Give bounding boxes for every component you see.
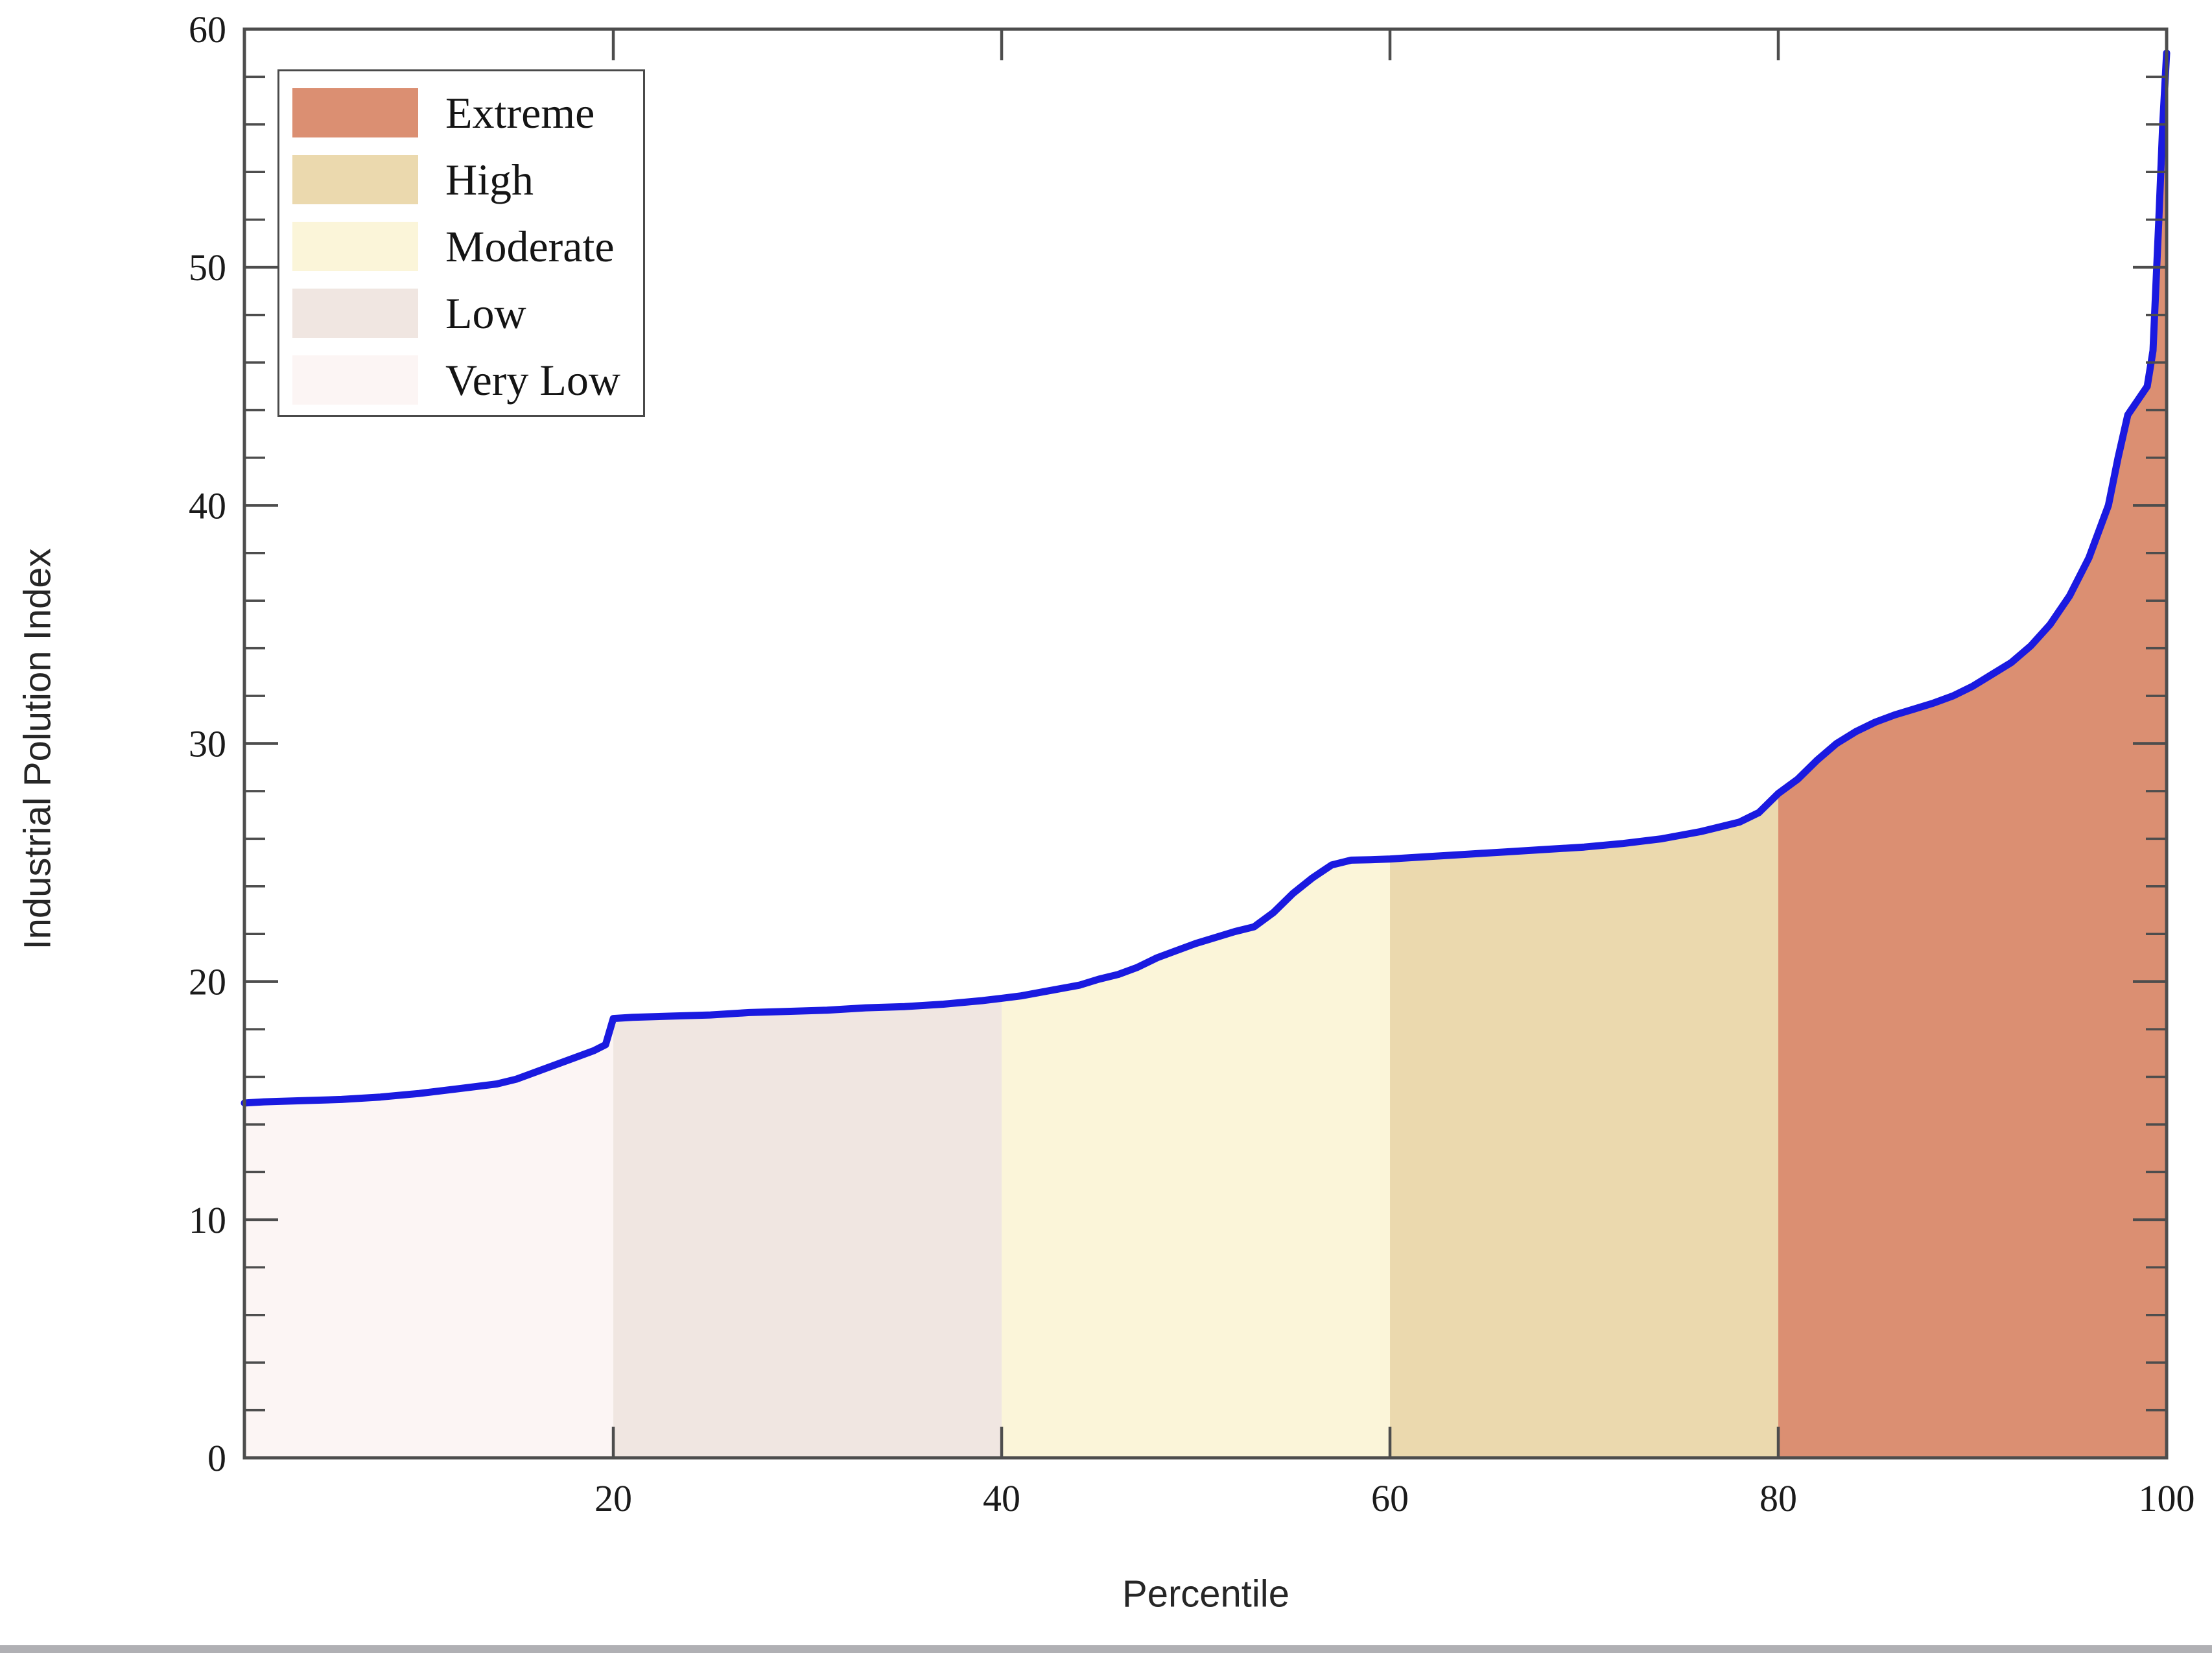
band-moderate [1002,53,1391,1458]
x-tick-label: 20 [594,1477,632,1519]
legend: Extreme High Moderate Low Very Low [277,69,645,417]
legend-item-moderate: Moderate [292,213,643,279]
legend-label: Extreme [445,88,595,137]
y-tick-label: 30 [189,723,226,765]
legend-item-high: High [292,146,643,213]
legend-swatch-high [292,154,418,204]
x-tick-label: 100 [2139,1477,2195,1519]
legend-item-extreme: Extreme [292,79,643,146]
x-tick-label: 80 [1759,1477,1797,1519]
legend-label: Very Low [445,355,621,405]
legend-label: Low [445,288,526,338]
legend-item-low: Low [292,279,643,346]
x-tick-label: 60 [1371,1477,1409,1519]
bottom-window-strip [0,1645,2212,1653]
legend-item-very-low: Very Low [292,346,643,413]
y-tick-label: 60 [189,8,226,51]
data-curve [241,49,2171,1107]
y-tick-label: 10 [189,1199,226,1241]
band-high [1390,53,1779,1458]
legend-swatch-low [292,288,418,338]
legend-swatch-extreme [292,88,418,137]
y-tick-label: 20 [189,961,226,1003]
y-tick-label: 50 [189,246,226,289]
legend-swatch-moderate [292,221,418,271]
legend-label: High [445,154,534,204]
y-tick-label: 0 [207,1437,226,1479]
legend-label: Moderate [445,221,615,271]
legend-swatch-very-low [292,355,418,405]
band-low [613,53,1002,1458]
y-tick-label: 40 [189,484,226,527]
x-tick-label: 40 [983,1477,1020,1519]
x-axis-title: Percentile [1122,1573,1289,1615]
y-axis-title: Industrial Polution Index [16,548,59,950]
